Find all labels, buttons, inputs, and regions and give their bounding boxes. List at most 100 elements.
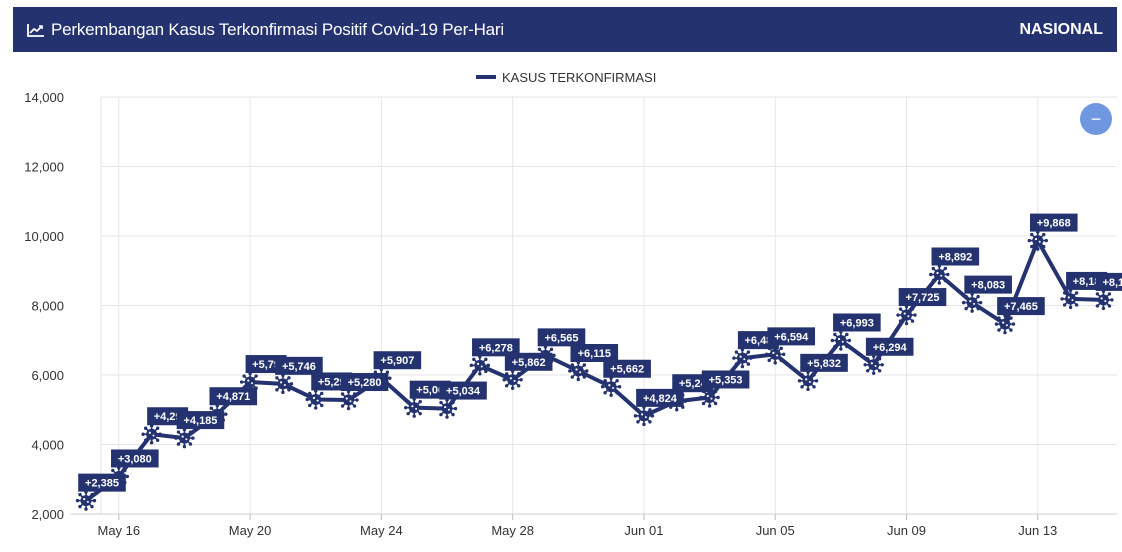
x-tick-label: May 20: [229, 523, 272, 538]
line-chart: 2,000 4,000 6,000 8,000 10,000 12,000 14,000 M…: [24, 70, 1122, 538]
virus-marker[interactable]: [502, 369, 523, 390]
data-markers: [75, 230, 1114, 511]
virus-marker[interactable]: [732, 347, 753, 369]
data-label: +5,034: [439, 381, 487, 400]
virus-marker[interactable]: [863, 354, 884, 375]
data-label: +4,824: [636, 388, 684, 407]
y-tick-label: 2,000: [31, 507, 64, 522]
series-line: [84, 238, 1106, 503]
y-axis: 2,000 4,000 6,000 8,000 10,000 12,000 14,000: [24, 90, 64, 522]
virus-marker[interactable]: [830, 330, 852, 351]
y-tick-label: 8,000: [31, 299, 64, 314]
svg-text:+5,29: +5,29: [318, 376, 346, 388]
data-label: +5,862: [504, 352, 553, 371]
svg-text:+5,034: +5,034: [446, 386, 481, 398]
y-tick-label: 12,000: [24, 160, 64, 175]
svg-text:+6,993: +6,993: [840, 317, 874, 329]
svg-text:+6,278: +6,278: [479, 342, 513, 354]
grid-lines: [100, 96, 1117, 515]
data-label: +2,385: [78, 473, 126, 492]
svg-text:+5,06: +5,06: [416, 385, 444, 397]
virus-marker[interactable]: [961, 292, 983, 313]
data-label: +8,892: [931, 247, 980, 266]
virus-marker[interactable]: [305, 389, 326, 410]
virus-marker[interactable]: [436, 398, 458, 419]
svg-text:+8,18: +8,18: [1073, 276, 1101, 288]
data-label: +6,993: [833, 313, 881, 332]
virus-marker[interactable]: [1093, 289, 1114, 311]
virus-marker[interactable]: [633, 405, 655, 427]
data-label: +9,868: [1029, 213, 1078, 232]
chart-title: Perkembangan Kasus Terkonfirmasi Positif…: [51, 19, 504, 39]
legend[interactable]: KASUS TERKONFIRMASI: [476, 70, 656, 85]
svg-text:+8,083: +8,083: [971, 280, 1005, 292]
virus-marker[interactable]: [174, 427, 195, 449]
virus-marker[interactable]: [896, 304, 917, 326]
svg-text:+5,24: +5,24: [679, 378, 708, 390]
virus-marker[interactable]: [994, 313, 1016, 335]
svg-text:+4,185: +4,185: [183, 415, 217, 427]
svg-text:+6,594: +6,594: [774, 331, 809, 343]
scope-label: NASIONAL: [1019, 20, 1103, 38]
data-label: +5,280: [340, 373, 389, 392]
data-label: +5,907: [373, 351, 422, 370]
legend-swatch: [476, 75, 496, 79]
svg-text:+4,871: +4,871: [216, 391, 250, 403]
virus-marker[interactable]: [75, 490, 97, 511]
data-label: +4,185: [176, 411, 225, 430]
data-label: +6,115: [570, 344, 619, 363]
virus-marker[interactable]: [338, 389, 359, 411]
x-tick-label: May 16: [97, 523, 140, 538]
virus-marker[interactable]: [1060, 288, 1081, 310]
y-tick-label: 4,000: [31, 438, 64, 453]
zoom-out-button[interactable]: −: [1080, 103, 1112, 135]
svg-text:+5,280: +5,280: [348, 377, 382, 389]
virus-marker[interactable]: [141, 424, 162, 445]
svg-text:+5,353: +5,353: [709, 374, 743, 386]
data-label: +6,565: [537, 328, 586, 347]
svg-text:+2,385: +2,385: [85, 478, 119, 490]
x-tick-label: Jun 05: [756, 523, 795, 538]
data-label: +8,083: [964, 275, 1012, 294]
x-tick-label: May 28: [491, 523, 534, 538]
data-label: +6,594: [767, 327, 816, 346]
chart-header: Perkembangan Kasus Terkonfirmasi Positif…: [13, 7, 1117, 52]
data-label: +6,278: [472, 338, 520, 357]
virus-marker[interactable]: [404, 397, 425, 418]
svg-text:+8,161: +8,161: [1102, 277, 1122, 289]
svg-text:+5,907: +5,907: [380, 355, 414, 367]
line-chart-icon: [27, 23, 45, 37]
virus-marker[interactable]: [1027, 230, 1048, 251]
virus-marker[interactable]: [568, 360, 589, 382]
virus-marker[interactable]: [272, 373, 294, 395]
data-label: +8,161: [1095, 272, 1122, 291]
virus-marker[interactable]: [765, 344, 786, 365]
legend-label: KASUS TERKONFIRMASI: [502, 70, 656, 85]
svg-text:+9,868: +9,868: [1037, 218, 1071, 230]
data-label: +4,871: [209, 387, 258, 406]
virus-marker[interactable]: [797, 370, 819, 392]
svg-text:+5,862: +5,862: [512, 357, 546, 369]
virus-marker[interactable]: [600, 376, 622, 397]
virus-marker[interactable]: [699, 387, 720, 408]
virus-marker[interactable]: [239, 371, 261, 393]
header-left: Perkembangan Kasus Terkonfirmasi Positif…: [27, 7, 504, 52]
virus-marker[interactable]: [469, 355, 491, 376]
data-label: +5,662: [603, 359, 651, 378]
series-kasus-terkonfirmasi: [84, 238, 1106, 503]
svg-text:+7,465: +7,465: [1004, 301, 1038, 313]
svg-text:+5,79: +5,79: [252, 359, 280, 371]
data-label: +7,725: [898, 288, 947, 307]
virus-marker[interactable]: [929, 264, 950, 285]
svg-text:+6,565: +6,565: [545, 332, 579, 344]
data-label: +6,294: [865, 337, 914, 356]
data-label: +3,080: [111, 449, 159, 468]
data-label: +5,832: [800, 353, 848, 372]
svg-text:+4,29: +4,29: [154, 411, 182, 423]
svg-text:+4,824: +4,824: [643, 393, 678, 405]
x-axis: May 16 May 20 May 24 May 28 Jun 01 Jun 05 Jun …: [70, 513, 1117, 538]
y-tick-label: 10,000: [24, 229, 64, 244]
x-tick-label: Jun 09: [887, 523, 926, 538]
x-tick-label: Jun 01: [624, 523, 663, 538]
data-labels: +2,385 +3,080 +4,29 +4,185 +4,871 +5,79 +5,746…: [78, 213, 1122, 492]
